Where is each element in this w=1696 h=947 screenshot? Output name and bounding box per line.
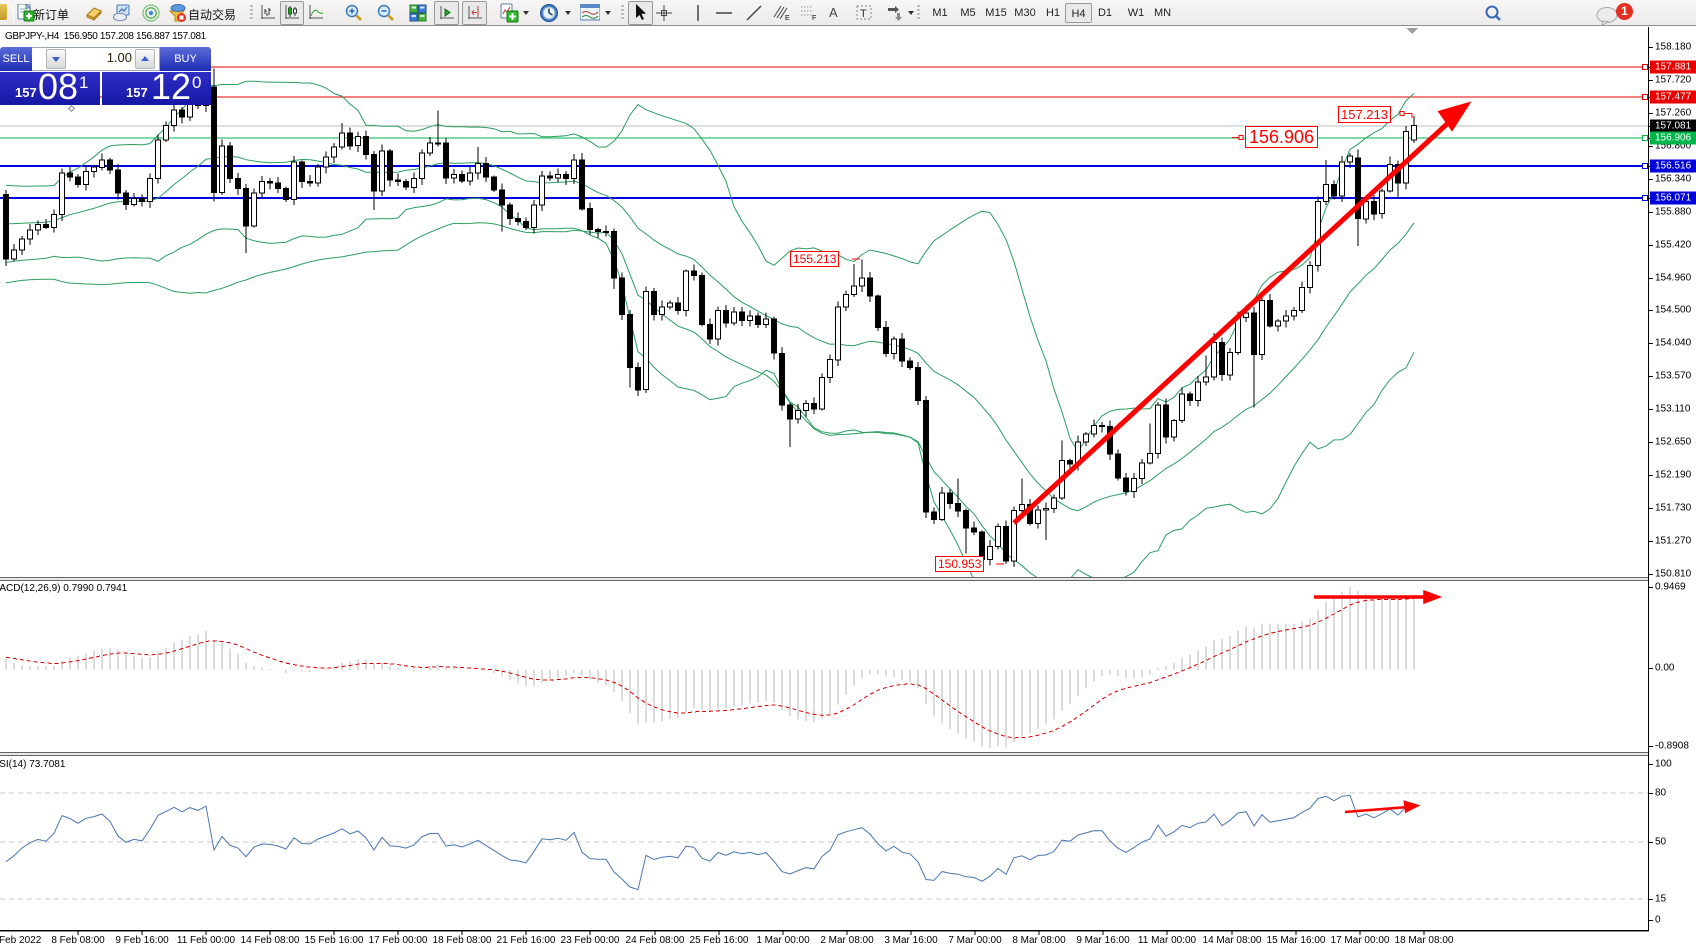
- svg-text:T: T: [860, 8, 867, 20]
- svg-text:E: E: [785, 15, 790, 22]
- svg-text:F: F: [812, 15, 816, 22]
